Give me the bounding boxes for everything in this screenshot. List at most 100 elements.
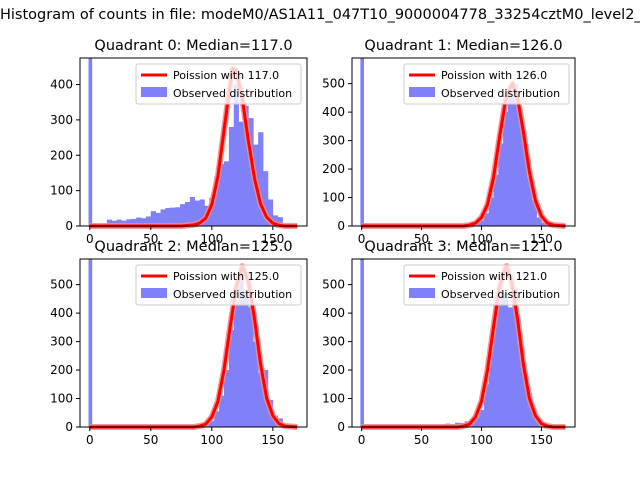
y-tick-label: 400: [50, 78, 73, 92]
y-tick-label: 0: [337, 420, 345, 434]
histogram-bar: [184, 201, 191, 226]
histogram-bar: [488, 197, 494, 226]
histogram-bar: [512, 83, 518, 226]
histogram-bar: [131, 218, 137, 226]
histogram-bar: [88, 259, 93, 427]
histogram-bar: [219, 164, 225, 226]
histogram-bar: [503, 293, 509, 427]
quadrant-1-title: Quadrant 1: Median=126.0: [364, 38, 562, 54]
histogram-bar: [483, 384, 489, 427]
histogram-bar: [238, 278, 244, 427]
histogram-bar: [360, 259, 364, 427]
y-tick-label: 300: [322, 134, 345, 148]
y-tick-label: 100: [50, 184, 73, 198]
legend-label-poisson: Poission with 117.0: [173, 69, 279, 82]
histogram-bar: [517, 344, 523, 427]
x-tick-label: 100: [470, 232, 493, 246]
y-tick-label: 200: [322, 363, 345, 377]
quadrant-3-panel: 0 50 100 150 0 100 200 300 400 500 Quadrant 3: Med…: [322, 239, 576, 447]
x-tick-label: 50: [414, 433, 429, 447]
histogram-bar: [488, 344, 494, 427]
histogram-bar: [522, 370, 528, 427]
y-tick-label: 500: [50, 278, 73, 292]
legend-bar-swatch: [141, 87, 167, 97]
histogram-bar: [253, 341, 259, 427]
histogram-bar: [194, 200, 200, 226]
quadrant-2-title: Quadrant 2: Median=125.0: [94, 239, 292, 255]
histogram-bar: [272, 215, 279, 226]
legend-bar-swatch: [141, 288, 167, 298]
x-tick-label: 150: [530, 433, 553, 447]
histogram-bar: [258, 132, 264, 226]
histogram-bar: [512, 287, 518, 427]
histogram-bar: [248, 307, 254, 427]
legend: Poission with 125.0 Observed distribution: [135, 264, 302, 306]
histogram-bar: [527, 177, 533, 226]
histogram-bar: [150, 211, 156, 226]
histogram-bar: [531, 412, 537, 427]
histogram-bar: [507, 86, 513, 226]
x-tick-label: 0: [358, 232, 366, 246]
histogram-bar: [277, 217, 283, 226]
histogram-bar: [155, 212, 161, 226]
histogram-bar: [224, 370, 230, 427]
legend: Poission with 121.0 Observed distribution: [403, 264, 570, 306]
histogram-bar: [88, 58, 93, 226]
legend-box: [135, 264, 302, 306]
histogram-bar: [267, 199, 274, 226]
y-tick-label: 300: [50, 335, 73, 349]
x-tick-label: 50: [143, 433, 158, 447]
y-tick-label: 200: [50, 148, 73, 162]
legend-box: [135, 63, 302, 105]
legend-label-poisson: Poission with 126.0: [441, 69, 547, 82]
histogram-bar: [243, 105, 249, 226]
quadrant-1-panel: 0 50 100 150 0 100 200 300 400 500 Quadrant 1: Med…: [322, 38, 576, 246]
histogram-bar: [228, 330, 235, 427]
histogram-bar: [141, 218, 147, 226]
histogram-bar: [498, 293, 504, 427]
histogram-bar: [106, 219, 113, 226]
axes-frame: [351, 57, 576, 227]
histogram-bar: [493, 298, 499, 427]
quadrant-2-panel: 0 50 100 150 0 100 200 300 400 500 Quadrant 2: Med…: [50, 239, 308, 447]
x-tick-label: 150: [261, 232, 284, 246]
histogram-bar: [483, 213, 489, 226]
histogram-bar: [214, 411, 220, 427]
poisson-line-glow: [361, 80, 566, 229]
histogram-bar: [175, 207, 181, 226]
x-tick-label: 50: [143, 232, 158, 246]
y-tick-label: 200: [50, 363, 73, 377]
y-tick-label: 300: [322, 335, 345, 349]
legend: Poission with 126.0 Observed distribution: [403, 63, 570, 105]
x-tick-label: 150: [261, 433, 284, 447]
histogram-bar: [517, 112, 523, 226]
y-tick-label: 0: [65, 219, 73, 233]
histogram-bar: [238, 121, 244, 226]
histogram-bar: [536, 217, 542, 226]
y-tick-label: 500: [322, 77, 345, 91]
histogram-bar: [126, 219, 132, 226]
y-tick-label: 200: [322, 162, 345, 176]
x-tick-label: 0: [358, 433, 366, 447]
y-tick-label: 500: [322, 278, 345, 292]
histogram-bar: [233, 84, 239, 227]
axes-frame: [79, 57, 308, 227]
y-tick-label: 0: [65, 420, 73, 434]
axes-frame: [79, 258, 308, 428]
histogram-bar: [116, 219, 122, 226]
legend-box: [403, 63, 570, 105]
histogram-bar: [479, 409, 485, 427]
histogram-bar: [136, 217, 142, 226]
histogram-bar: [224, 161, 230, 226]
histogram-bar: [160, 209, 166, 226]
histogram-bar: [541, 222, 547, 226]
legend-label-poisson: Poission with 121.0: [441, 270, 547, 283]
y-tick-label: 100: [322, 392, 345, 406]
x-tick-label: 100: [200, 232, 223, 246]
x-tick-label: 0: [86, 232, 94, 246]
legend: Poission with 117.0 Observed distribution: [135, 63, 302, 105]
histogram-bar: [493, 174, 499, 226]
legend-label-observed: Observed distribution: [173, 87, 292, 100]
histogram-bar: [479, 220, 485, 226]
